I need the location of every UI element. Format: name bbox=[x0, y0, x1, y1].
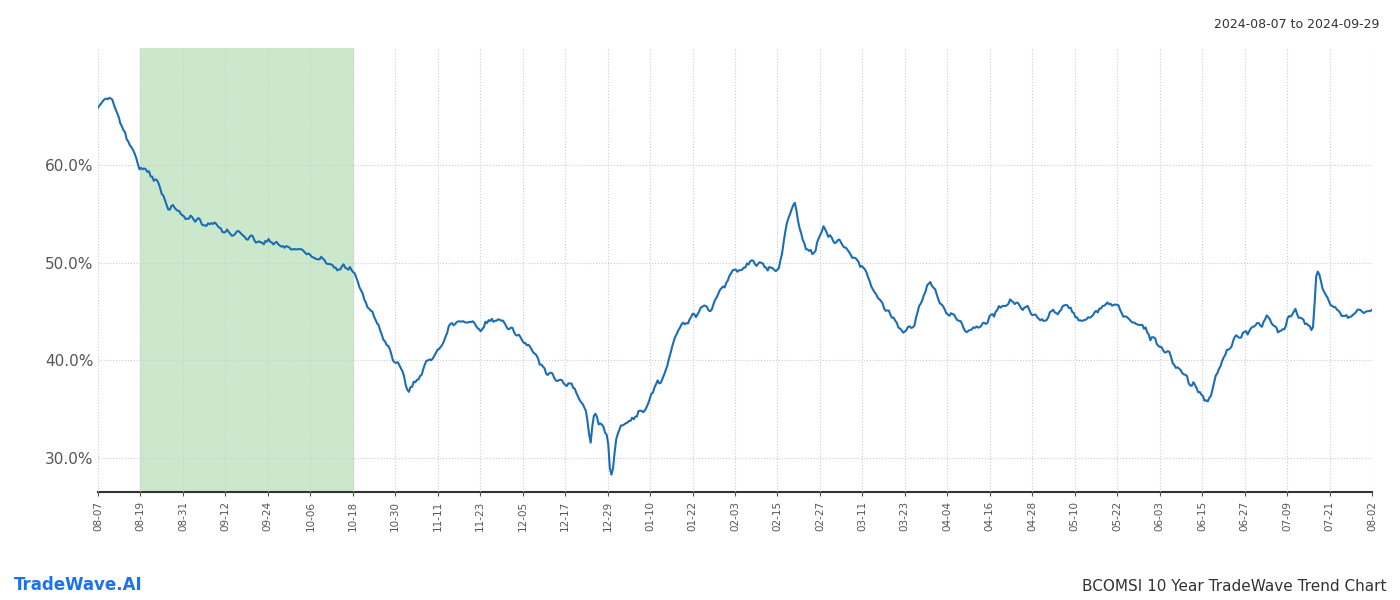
Text: TradeWave.AI: TradeWave.AI bbox=[14, 576, 143, 594]
Bar bbox=[140, 48, 353, 492]
Text: 2024-08-07 to 2024-09-29: 2024-08-07 to 2024-09-29 bbox=[1214, 18, 1379, 31]
Text: BCOMSI 10 Year TradeWave Trend Chart: BCOMSI 10 Year TradeWave Trend Chart bbox=[1081, 579, 1386, 594]
